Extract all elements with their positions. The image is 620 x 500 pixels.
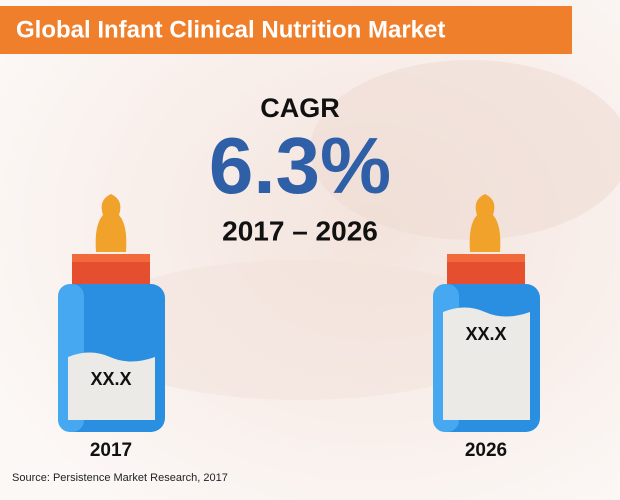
title: Global Infant Clinical Nutrition Market [16, 16, 445, 43]
source: Source: Persistence Market Research, 201… [12, 472, 228, 484]
bottle [433, 194, 540, 432]
cagr-label: CAGR [260, 93, 340, 123]
background-blur [80, 260, 520, 400]
bottle-value: XX.X [90, 369, 131, 389]
bottle [58, 194, 165, 432]
bottle-year: 2017 [90, 440, 132, 461]
cagr-period: 2017 – 2026 [222, 215, 378, 246]
background-blur [310, 60, 620, 240]
bottle-value: XX.X [465, 324, 506, 344]
bottle-year: 2026 [465, 440, 507, 461]
cagr-value: 6.3% [209, 121, 391, 210]
title-bar [0, 6, 572, 54]
